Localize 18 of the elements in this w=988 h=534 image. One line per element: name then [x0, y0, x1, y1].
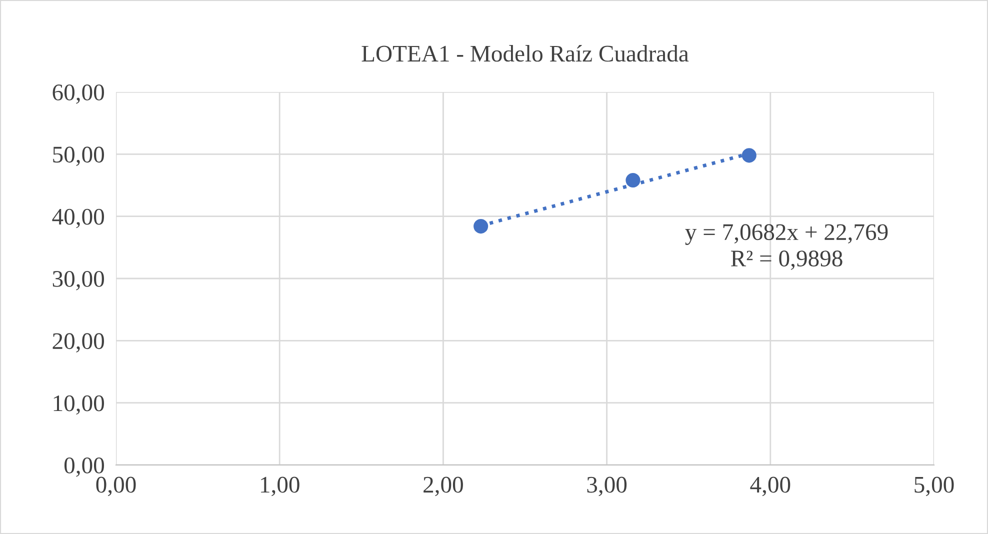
x-tick-label: 2,00 — [424, 476, 463, 496]
x-tick-label: 0,00 — [96, 476, 136, 496]
y-tick-label: 0,00 — [64, 457, 104, 477]
x-tick-label: 1,00 — [261, 476, 300, 496]
y-tick-label: 20,00 — [52, 333, 104, 352]
y-tick-label: 40,00 — [52, 208, 104, 228]
y-tick-label: 50,00 — [53, 146, 104, 166]
x-tick-label: 3,00 — [587, 476, 627, 496]
point — [626, 172, 640, 188]
annotation: y = 7,0682x + 22,769 R² = 0,9898 — [685, 224, 888, 270]
chart-title: LOTEA1 - Modelo Raíz Cuadrada — [362, 45, 689, 62]
y-tick-label: 30,00 — [52, 270, 104, 290]
point — [742, 148, 756, 163]
x-tick-label: 5,00 — [914, 476, 954, 496]
x-tick-label: 4,00 — [750, 476, 790, 496]
y-tick-label: 10,00 — [54, 395, 104, 415]
point — [474, 218, 488, 234]
y-tick-label: 60,00 — [52, 84, 104, 104]
